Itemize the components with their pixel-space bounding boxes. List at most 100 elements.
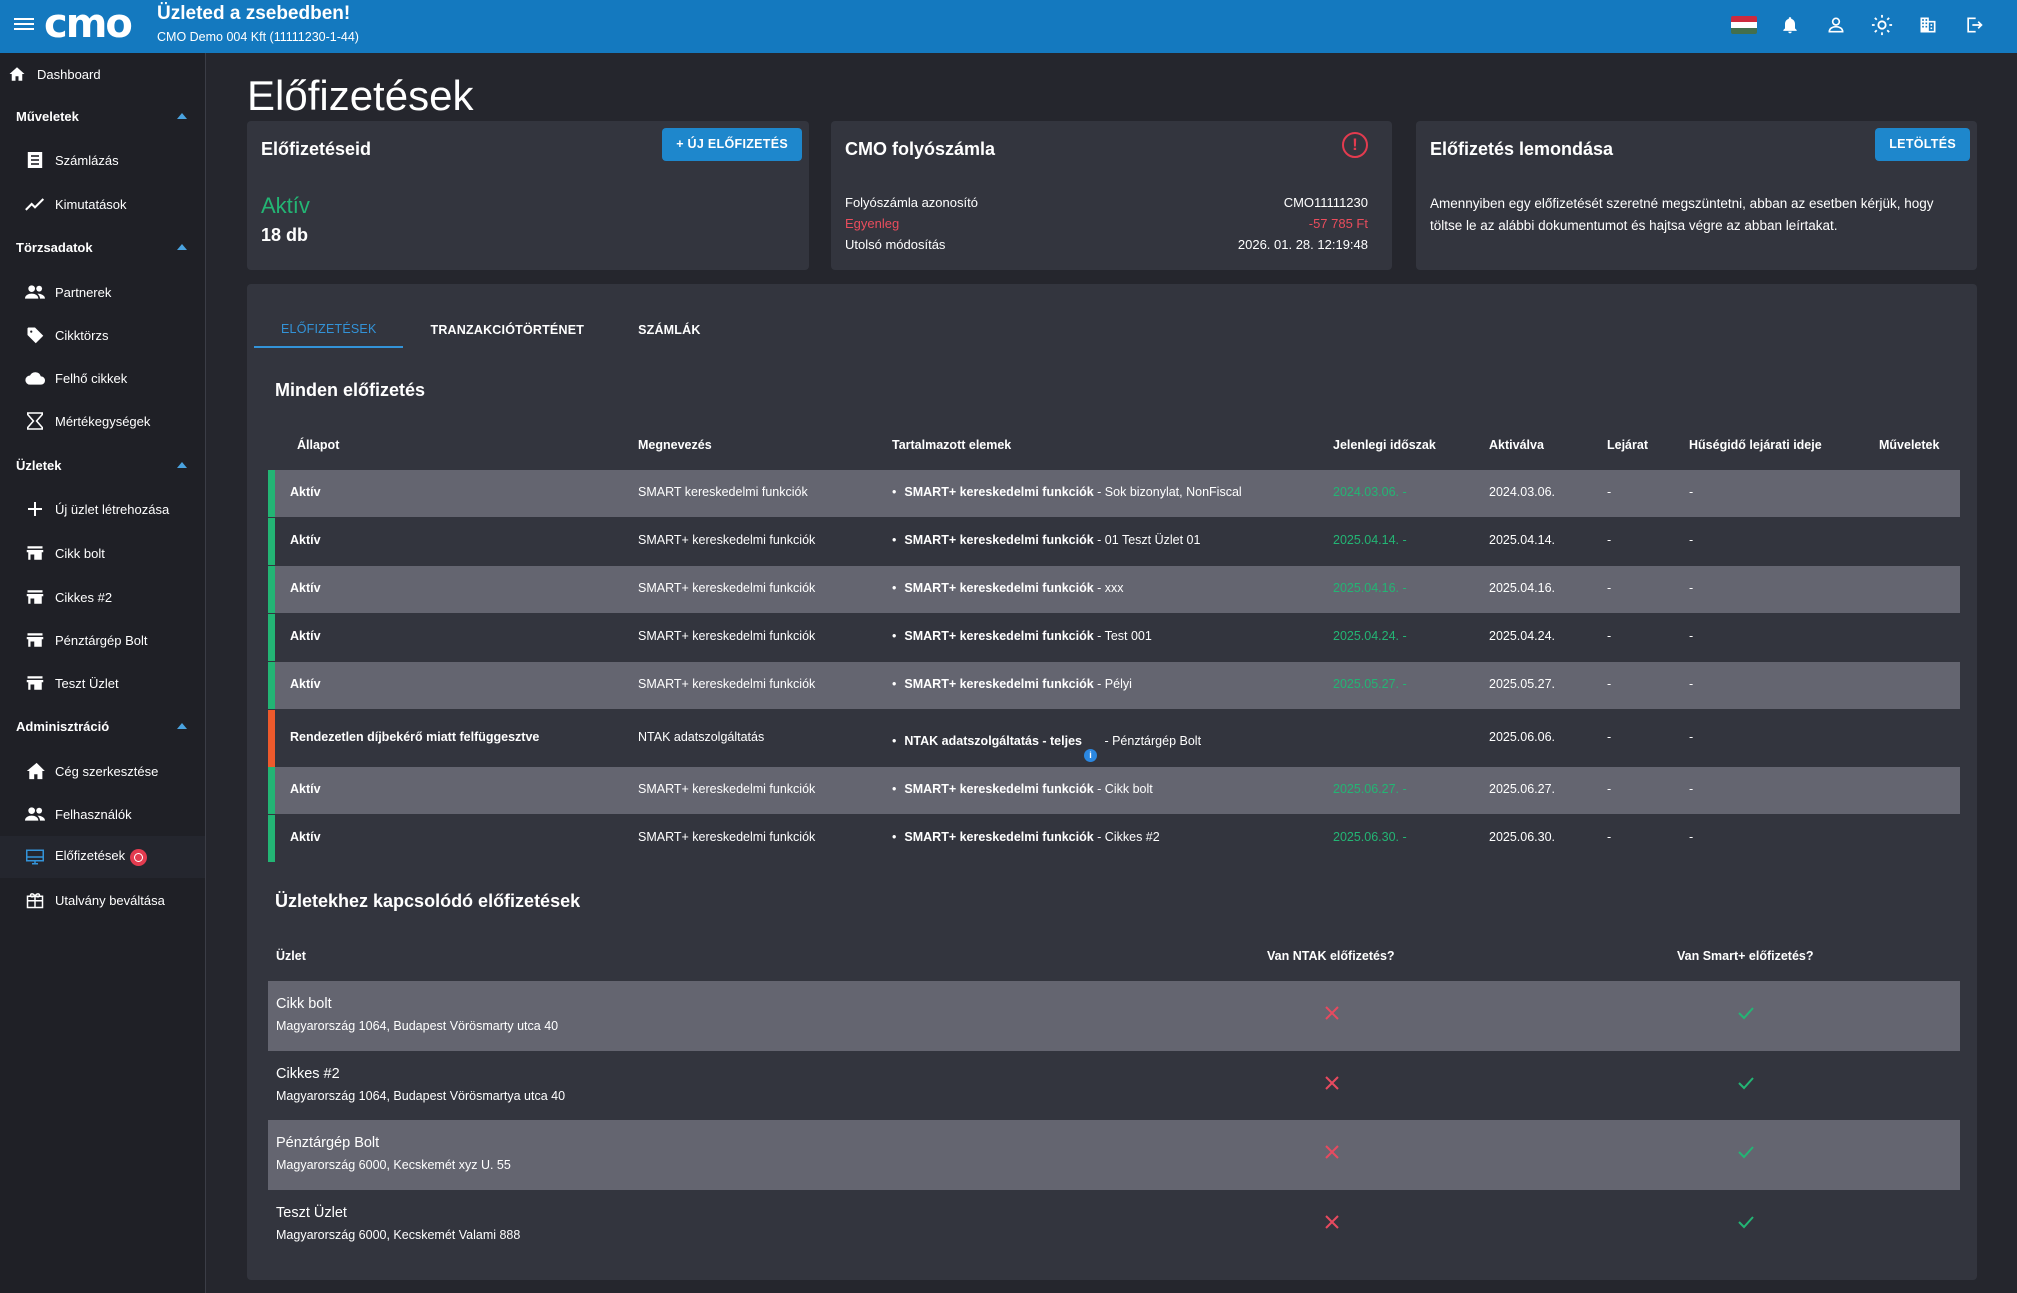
row-status: Rendezetlen díjbekérő miatt felfüggesztv… — [290, 730, 539, 744]
sidebar-item-mertekegysegek[interactable]: Mértékegységek — [0, 400, 205, 442]
row-activated: 2024.03.06. — [1489, 485, 1555, 499]
chevron-up-icon — [177, 462, 187, 468]
sidebar-item-felhasznalok[interactable]: Felhasználók — [0, 793, 205, 835]
table-row[interactable]: Aktív SMART+ kereskedelmi funkciók SMART… — [268, 518, 1960, 565]
sidebar-section-adminisztracio[interactable]: Adminisztráció — [0, 708, 205, 744]
sidebar-item-dashboard[interactable]: Dashboard — [0, 53, 205, 95]
col-actions: Műveletek — [1879, 438, 1939, 452]
warning-badge-icon — [130, 849, 147, 866]
language-flag-icon[interactable] — [1731, 12, 1757, 38]
card-title: Előfizetéseid — [261, 139, 371, 160]
stores-table-header: Üzlet Van NTAK előfizetés? Van Smart+ el… — [268, 941, 1960, 973]
theme-sun-icon[interactable] — [1869, 12, 1895, 38]
table-row[interactable]: Aktív SMART+ kereskedelmi funkciók SMART… — [268, 566, 1960, 613]
balance-value: -57 785 Ft — [1309, 216, 1368, 231]
check-icon — [1737, 1074, 1755, 1092]
account-card: CMO folyószámla ! Folyószámla azonosító … — [831, 121, 1392, 270]
row-elements: NTAK adatszolgáltatás - teljesi - Pénztá… — [906, 734, 1201, 748]
chevron-up-icon — [177, 113, 187, 119]
row-name: SMART+ kereskedelmi funkciók — [638, 830, 815, 844]
info-icon[interactable]: i — [1084, 749, 1097, 762]
modified-value: 2026. 01. 28. 12:19:48 — [1238, 237, 1368, 252]
account-id-label: Folyószámla azonosító — [845, 195, 978, 210]
logo[interactable]: cmo — [44, 2, 131, 46]
new-subscription-button[interactable]: + ÚJ ELŐFIZETÉS — [662, 128, 802, 161]
chevron-up-icon — [177, 723, 187, 729]
row-period: 2025.06.30. - — [1333, 830, 1407, 844]
store-row[interactable]: Cikk bolt Magyarország 1064, Budapest Vö… — [268, 981, 1960, 1051]
people-icon — [24, 803, 46, 825]
row-loyalty: - — [1689, 730, 1693, 744]
row-name: SMART+ kereskedelmi funkciók — [638, 677, 815, 691]
cancel-instructions: Amennyiben egy előfizetését szeretné meg… — [1430, 193, 1949, 237]
table-row[interactable]: Aktív SMART+ kereskedelmi funkciók SMART… — [268, 767, 1960, 814]
row-expiry: - — [1607, 830, 1611, 844]
row-elements: SMART+ kereskedelmi funkciók - 01 Teszt … — [906, 533, 1200, 547]
col-store: Üzlet — [276, 949, 306, 963]
table-row[interactable]: Aktív SMART+ kereskedelmi funkciók SMART… — [268, 614, 1960, 661]
row-activated: 2025.04.14. — [1489, 533, 1555, 547]
col-name: Megnevezés — [638, 438, 712, 452]
sidebar-item-uj-uzlet[interactable]: Új üzlet létrehozása — [0, 488, 205, 530]
row-period: 2025.04.16. - — [1333, 581, 1407, 595]
col-loyalty: Hűségidő lejárati ideje — [1689, 438, 1822, 452]
user-icon[interactable] — [1823, 12, 1849, 38]
sidebar-item-felho-cikkek[interactable]: Felhő cikkek — [0, 357, 205, 399]
subscription-count: 18 db — [261, 225, 308, 246]
subscriptions-table-header: Állapot Megnevezés Tartalmazott elemek J… — [268, 430, 1960, 462]
sidebar-item-cikk-bolt[interactable]: Cikk bolt — [0, 532, 205, 574]
card-title: CMO folyószámla — [845, 139, 995, 160]
row-loyalty: - — [1689, 533, 1693, 547]
sidebar-item-szamlazas[interactable]: Számlázás — [0, 139, 205, 181]
sidebar-item-ceg-szerkesztese[interactable]: Cég szerkesztése — [0, 750, 205, 792]
sidebar-item-utalvany[interactable]: Utalvány beváltása — [0, 879, 205, 921]
table-row[interactable]: Aktív SMART kereskedelmi funkciók SMART+… — [268, 470, 1960, 517]
company-building-icon[interactable] — [1915, 12, 1941, 38]
table-row[interactable]: Aktív SMART+ kereskedelmi funkciók SMART… — [268, 815, 1960, 862]
row-name: SMART+ kereskedelmi funkciók — [638, 782, 815, 796]
all-subscriptions-title: Minden előfizetés — [275, 380, 425, 401]
store-row[interactable]: Cikkes #2 Magyarország 1064, Budapest Vö… — [268, 1051, 1960, 1121]
download-button[interactable]: LETÖLTÉS — [1875, 128, 1970, 161]
row-expiry: - — [1607, 629, 1611, 643]
row-name: NTAK adatszolgáltatás — [638, 730, 764, 744]
row-loyalty: - — [1689, 629, 1693, 643]
check-icon — [1737, 1143, 1755, 1161]
sidebar: Dashboard Műveletek Számlázás Kimutatáso… — [0, 53, 206, 1293]
sidebar-section-muveletek[interactable]: Műveletek — [0, 98, 205, 134]
table-row[interactable]: Aktív SMART+ kereskedelmi funkciók SMART… — [268, 662, 1960, 709]
tab-elofizetesek[interactable]: ELŐFIZETÉSEK — [254, 312, 403, 348]
sidebar-section-torzsadatok[interactable]: Törzsadatok — [0, 229, 205, 265]
store-address: Magyarország 1064, Budapest Vörösmartya … — [276, 1089, 565, 1103]
row-activated: 2025.06.30. — [1489, 830, 1555, 844]
store-row[interactable]: Pénztárgép Bolt Magyarország 6000, Kecsk… — [268, 1120, 1960, 1190]
sidebar-item-teszt-uzlet[interactable]: Teszt Üzlet — [0, 662, 205, 704]
tab-szamlak[interactable]: SZÁMLÁK — [611, 312, 728, 348]
sidebar-item-elofizetesek[interactable]: Előfizetések — [0, 836, 205, 878]
menu-icon[interactable] — [14, 15, 34, 35]
app-slogan: Üzleted a zsebedben! — [157, 3, 350, 25]
sidebar-section-uzletek[interactable]: Üzletek — [0, 447, 205, 483]
tab-tranzakciotortenet[interactable]: TRANZAKCIÓTÖRTÉNET — [403, 312, 611, 348]
sidebar-item-cikktorzs[interactable]: Cikktörzs — [0, 314, 205, 356]
row-elements: SMART+ kereskedelmi funkciók - Cikkes #2 — [906, 830, 1160, 844]
sidebar-item-cikkes-2[interactable]: Cikkes #2 — [0, 576, 205, 618]
modified-label: Utolsó módosítás — [845, 237, 945, 252]
sidebar-item-kimutatasok[interactable]: Kimutatások — [0, 183, 205, 225]
warning-icon[interactable]: ! — [1342, 132, 1368, 158]
subscription-monitor-icon — [24, 846, 46, 868]
table-row[interactable]: Rendezetlen díjbekérő miatt felfüggesztv… — [268, 710, 1960, 767]
sidebar-item-penztargep-bolt[interactable]: Pénztárgép Bolt — [0, 619, 205, 661]
logout-icon[interactable] — [1961, 12, 1987, 38]
row-elements: SMART+ kereskedelmi funkciók - Sok bizon… — [906, 485, 1242, 499]
check-icon — [1737, 1213, 1755, 1231]
sidebar-item-partnerek[interactable]: Partnerek — [0, 271, 205, 313]
store-row[interactable]: Teszt Üzlet Magyarország 6000, Kecskemét… — [268, 1190, 1960, 1260]
tag-icon — [24, 324, 46, 346]
row-elements: SMART+ kereskedelmi funkciók - Test 001 — [906, 629, 1152, 643]
card-title: Előfizetés lemondása — [1430, 139, 1613, 160]
row-loyalty: - — [1689, 830, 1693, 844]
account-id-value: CMO11111230 — [1284, 195, 1368, 210]
row-status: Aktív — [290, 581, 321, 595]
bell-icon[interactable] — [1777, 12, 1803, 38]
